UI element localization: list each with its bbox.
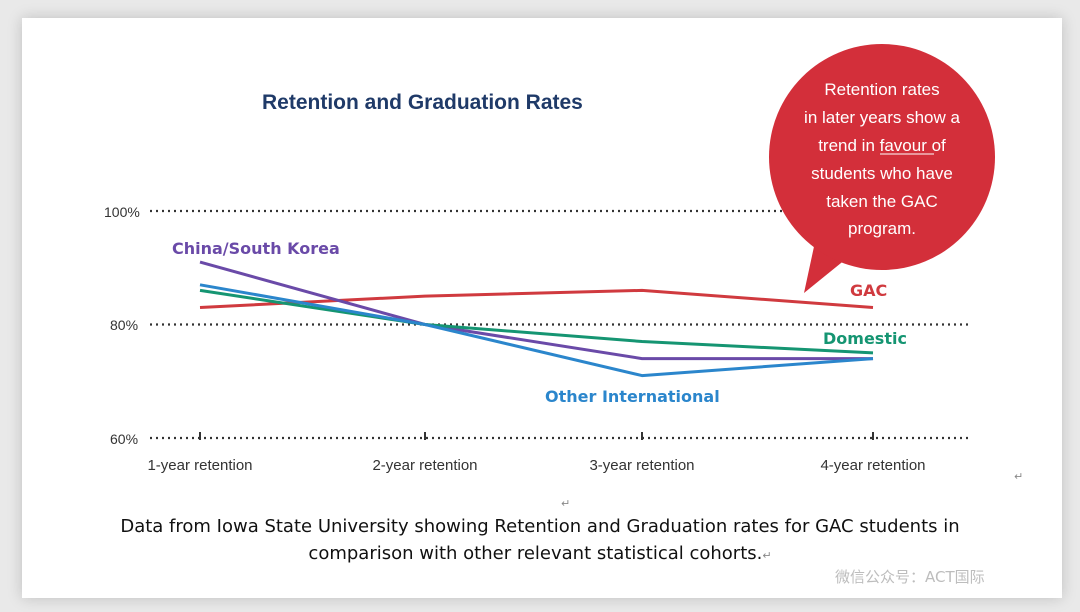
gridlines — [150, 209, 970, 440]
return-mark-2: ↵ — [561, 497, 571, 510]
caption-line-1: Data from Iowa State University showing … — [120, 516, 960, 537]
x-label-3: 3-year retention — [589, 457, 694, 474]
x-axis-ticks — [199, 432, 874, 440]
x-label-1: 1-year retention — [147, 457, 252, 474]
caption-line-2-wrap: comparison with other relevant statistic… — [0, 540, 1080, 569]
series-lines — [199, 260, 874, 378]
y-tick-80: 80% — [110, 317, 138, 333]
figure-caption: Data from Iowa State University showing … — [0, 513, 1080, 569]
label-gac: GAC — [850, 281, 887, 300]
y-axis-ticks: 100% 80% 60% — [104, 204, 140, 447]
bubble-line-2: in later years show a — [804, 108, 960, 127]
label-domestic: Domestic — [823, 329, 907, 348]
x-label-2: 2-year retention — [372, 457, 477, 474]
y-tick-60: 60% — [110, 431, 138, 447]
series-line-other-international — [199, 283, 874, 378]
bubble-circle — [769, 44, 995, 270]
series-line-gac — [199, 288, 874, 309]
caption-line-2: comparison with other relevant statistic… — [308, 543, 763, 564]
bubble-line-5: taken the GAC — [826, 192, 938, 211]
series-line-domestic — [199, 288, 874, 355]
x-label-4: 4-year retention — [820, 457, 925, 474]
annotation-bubble: Retention rates in later years show a tr… — [769, 44, 995, 293]
return-mark-1: ↵ — [1014, 470, 1024, 483]
series-labels: China/South Korea GAC Domestic Other Int… — [172, 239, 907, 406]
label-china-south-korea: China/South Korea — [172, 239, 340, 258]
return-mark-3: ↵ — [762, 549, 772, 562]
chart-title: Retention and Graduation Rates — [262, 91, 583, 114]
watermark: 微信公众号：ACT国际 — [835, 568, 985, 586]
bubble-line-6: program. — [848, 219, 916, 238]
bubble-line-4: students who have — [811, 164, 953, 183]
label-other-international: Other International — [545, 387, 720, 406]
x-axis-labels: 1-year retention 2-year retention 3-year… — [147, 457, 925, 474]
bubble-line-1: Retention rates — [824, 80, 939, 99]
y-tick-100: 100% — [104, 204, 140, 220]
series-line-china-south-korea — [199, 260, 873, 361]
bubble-line-3: trend in favour of — [818, 136, 946, 155]
